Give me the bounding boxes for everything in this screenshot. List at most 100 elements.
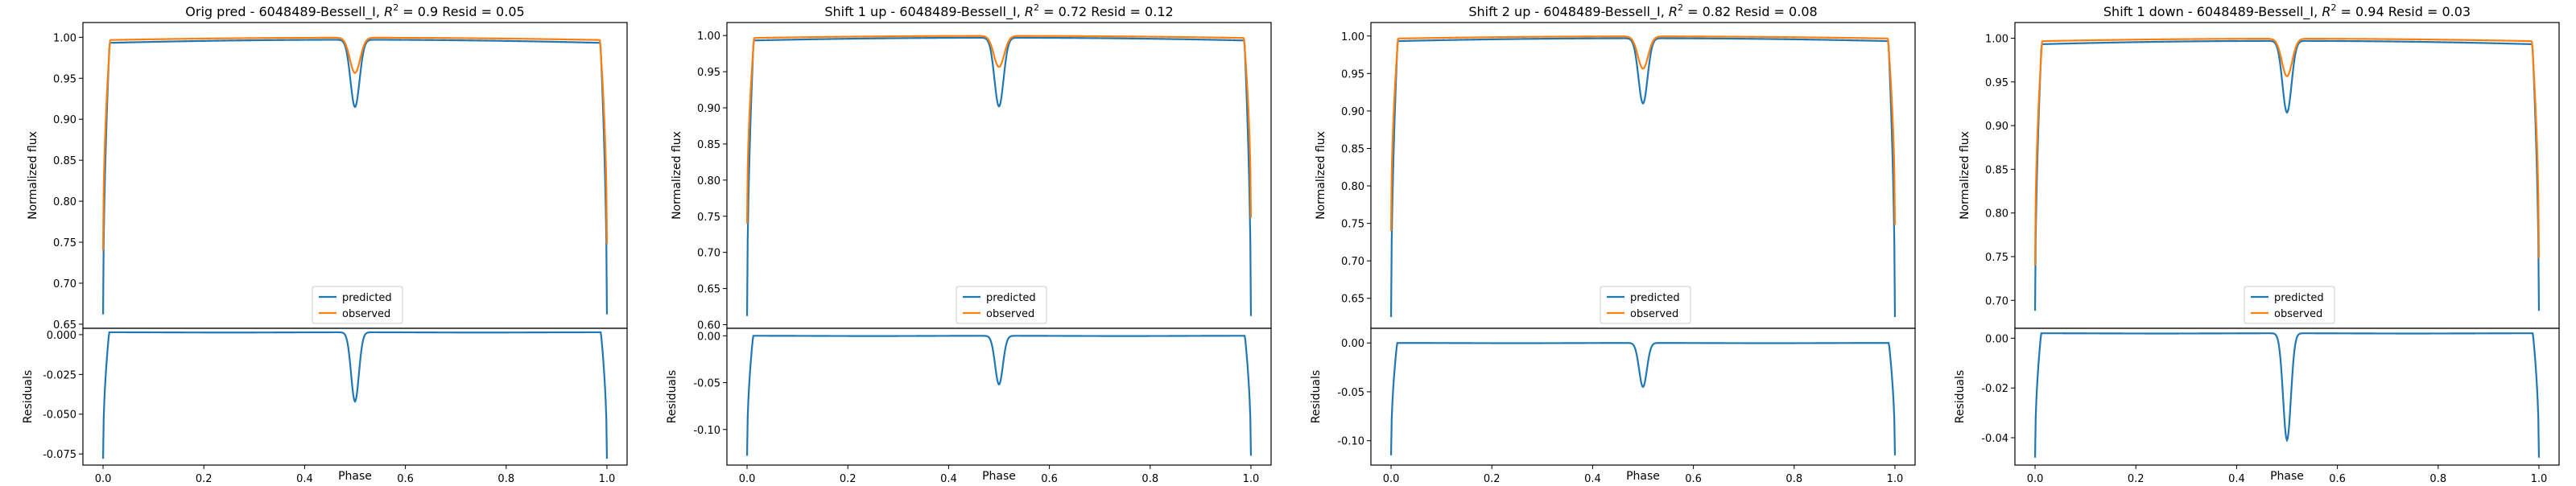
- residual-series-line: [745, 335, 1253, 456]
- x-tick-label: 1.0: [599, 473, 616, 483]
- main-axes-frame: [2014, 22, 2560, 329]
- y-tick-label: 0.80: [1985, 208, 2008, 220]
- chart-panel-3: Shift 2 up - 6048489-Bessell_I, R2 = 0.8…: [1310, 2, 1916, 485]
- residual-axis-label: Residuals: [1954, 370, 1967, 423]
- y-tick-label: 0.65: [53, 319, 76, 332]
- x-tick-label: 0.0: [2027, 473, 2044, 483]
- x-tick-label: 0.4: [296, 473, 313, 483]
- y-tick-label: 0.80: [53, 196, 76, 208]
- x-axis-label: Phase: [338, 470, 372, 483]
- x-tick-label: 0.2: [2128, 473, 2145, 483]
- y-tick-label: 0.75: [697, 212, 720, 224]
- y-tick-label: 0.75: [53, 237, 76, 249]
- residual-axis-label: Residuals: [1310, 370, 1323, 423]
- chart-panel-1: Orig pred - 6048489-Bessell_I, R2 = 0.9 …: [22, 2, 628, 485]
- title-suffix: = 0.82 Resid = 0.08: [1683, 4, 1818, 19]
- y-tick-label: 0.70: [697, 248, 720, 260]
- title-r2-exponent: 2: [1678, 2, 1683, 13]
- y-tick-label: 0.75: [1341, 219, 1364, 231]
- title-suffix: = 0.9 Resid = 0.05: [398, 4, 525, 19]
- x-tick-label: 0.8: [1141, 473, 1158, 483]
- y-axis-label: Normalized flux: [27, 131, 39, 220]
- resid-y-tick-label: 0.00: [697, 331, 720, 343]
- title-r2-letter: R: [384, 4, 393, 19]
- x-tick-label: 0.0: [1383, 473, 1400, 483]
- y-tick-label: 0.90: [697, 103, 720, 115]
- title-r2-exponent: 2: [393, 2, 398, 13]
- legend-box: [312, 286, 403, 324]
- x-tick-label: 0.6: [1685, 473, 1702, 483]
- legend: predicted observed: [312, 286, 403, 324]
- y-tick-label: 1.00: [53, 32, 76, 44]
- observed-series-line: [1389, 35, 1897, 231]
- y-tick-label: 0.95: [1985, 77, 2008, 89]
- legend: predicted observed: [1600, 286, 1691, 324]
- resid-y-tick-label: 0.00: [1985, 333, 2008, 345]
- title-r2-letter: R: [2322, 4, 2330, 19]
- y-tick-label: 0.85: [53, 155, 76, 167]
- legend-observed-label: observed: [2274, 308, 2322, 320]
- y-tick-label: 1.00: [697, 31, 720, 43]
- y-tick-label: 0.85: [697, 139, 720, 151]
- title-r2-exponent: 2: [2330, 2, 2336, 13]
- legend: predicted observed: [2244, 286, 2335, 324]
- x-tick-label: 0.2: [840, 473, 857, 483]
- x-tick-label: 1.0: [2531, 473, 2548, 483]
- x-tick-label: 0.0: [739, 473, 756, 483]
- residual-axis-label: Residuals: [666, 370, 679, 423]
- resid-y-tick-label: -0.050: [43, 410, 76, 422]
- y-tick-label: 1.00: [1985, 34, 2008, 46]
- observed-series-line: [101, 36, 609, 251]
- x-tick-label: 0.2: [1484, 473, 1501, 483]
- title-r2-letter: R: [1025, 4, 1034, 19]
- chart-title: Shift 1 up - 6048489-Bessell_I, R2 = 0.7…: [824, 2, 1173, 20]
- observed-series-line: [745, 35, 1253, 224]
- y-tick-label: 0.70: [1985, 295, 2008, 307]
- x-axis-label: Phase: [2270, 470, 2304, 483]
- x-tick-label: 0.6: [397, 473, 414, 483]
- x-tick-label: 0.6: [2329, 473, 2346, 483]
- chart-title: Orig pred - 6048489-Bessell_I, R2 = 0.9 …: [185, 2, 524, 20]
- resid-y-tick-label: -0.02: [1981, 383, 2008, 395]
- legend: predicted observed: [956, 286, 1047, 324]
- residual-axes-frame: [1370, 327, 1916, 466]
- resid-y-tick-label: -0.10: [693, 425, 720, 437]
- x-tick-label: 0.0: [95, 473, 112, 483]
- x-tick-label: 0.8: [497, 473, 514, 483]
- resid-y-tick-label: -0.025: [43, 369, 76, 381]
- y-tick-label: 0.80: [697, 175, 720, 187]
- title-suffix: = 0.94 Resid = 0.03: [2336, 4, 2471, 19]
- residual-series-line: [2033, 332, 2541, 458]
- legend-predicted-label: predicted: [1630, 292, 1680, 304]
- y-tick-label: 0.70: [1341, 256, 1364, 268]
- x-tick-label: 0.4: [2228, 473, 2245, 483]
- resid-y-tick-label: 0.000: [47, 330, 76, 342]
- resid-y-tick-label: -0.04: [1981, 433, 2008, 445]
- x-tick-label: 0.8: [1785, 473, 1802, 483]
- y-tick-label: 0.95: [697, 67, 720, 79]
- title-r2-letter: R: [1669, 4, 1678, 19]
- x-tick-label: 1.0: [1887, 473, 1904, 483]
- title-prefix: Shift 1 down - 6048489-Bessell_I,: [2103, 4, 2322, 20]
- x-tick-label: 0.2: [196, 473, 213, 483]
- residual-axes-frame: [82, 327, 628, 466]
- x-tick-label: 0.4: [1584, 473, 1601, 483]
- residual-series-line: [101, 331, 609, 459]
- residual-axis-label: Residuals: [22, 370, 35, 423]
- y-tick-label: 0.80: [1341, 181, 1364, 193]
- legend-box: [2244, 286, 2335, 324]
- legend-predicted-label: predicted: [2274, 292, 2324, 304]
- legend-box: [956, 286, 1047, 324]
- resid-y-tick-label: -0.05: [693, 378, 720, 390]
- y-axis-label: Normalized flux: [1959, 131, 1971, 220]
- residual-axes-frame: [726, 327, 1272, 466]
- legend-predicted-label: predicted: [342, 292, 392, 304]
- predicted-series-line: [1389, 37, 1897, 318]
- x-tick-label: 0.6: [1041, 473, 1058, 483]
- chart-panel-2: Shift 1 up - 6048489-Bessell_I, R2 = 0.7…: [666, 2, 1272, 485]
- title-prefix: Orig pred - 6048489-Bessell_I,: [185, 4, 384, 20]
- y-tick-label: 0.60: [697, 320, 720, 332]
- resid-y-tick-label: 0.00: [1341, 338, 1364, 350]
